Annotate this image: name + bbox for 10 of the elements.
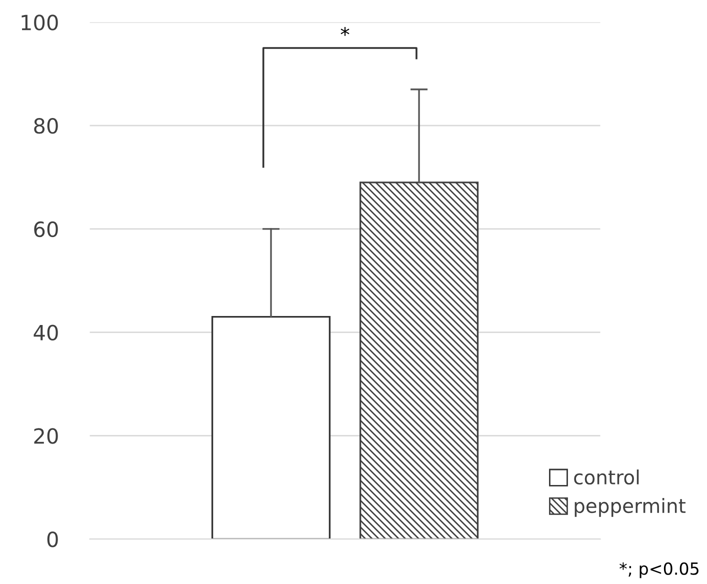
text: *; p<0.05: [620, 562, 698, 578]
annotation: *: [340, 26, 350, 36]
legend-label: peppermint: [574, 498, 686, 517]
y-tick-label: 80: [34, 118, 58, 134]
y-tick-label: 0: [47, 531, 58, 548]
y-tick-label: 20: [34, 428, 58, 444]
y-tick-label: 40: [34, 324, 58, 341]
y-tick-label: 60: [34, 221, 58, 238]
legend-label: control: [574, 470, 639, 485]
y-tick-label: 100: [22, 14, 58, 30]
